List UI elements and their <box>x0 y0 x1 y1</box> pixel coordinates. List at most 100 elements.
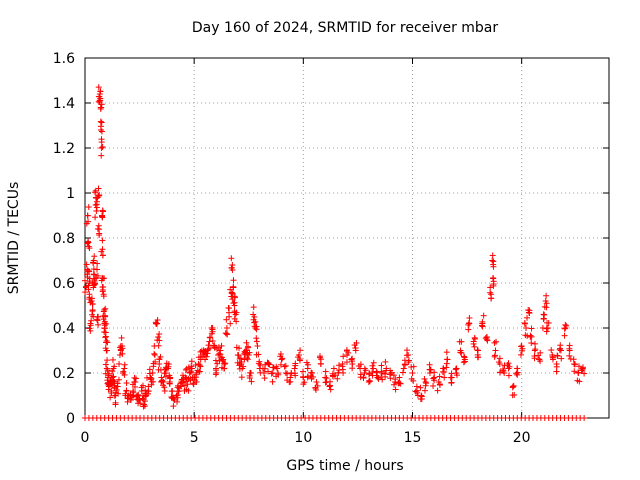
data-point <box>519 345 526 352</box>
data-point <box>188 358 195 365</box>
data-point <box>123 380 130 387</box>
y-tick-label: 1 <box>66 186 75 202</box>
data-point <box>528 340 535 347</box>
data-point <box>157 353 164 360</box>
data-point <box>456 338 463 345</box>
data-point <box>491 339 498 346</box>
data-point <box>259 365 266 372</box>
data-point <box>103 365 110 372</box>
data-point <box>81 277 88 284</box>
data-point <box>528 333 535 340</box>
data-point <box>524 314 531 321</box>
data-point <box>132 383 139 390</box>
data-point <box>399 369 406 376</box>
data-point <box>505 372 512 379</box>
data-point <box>261 370 268 376</box>
data-point <box>343 348 350 355</box>
data-point <box>543 304 550 311</box>
data-point <box>563 322 570 329</box>
data-point <box>297 347 304 354</box>
data-point <box>532 340 539 347</box>
data-point <box>165 363 172 370</box>
data-point <box>301 379 308 386</box>
data-point <box>396 374 403 381</box>
data-point <box>312 386 319 393</box>
data-point <box>89 295 96 302</box>
data-point <box>282 362 289 369</box>
data-point <box>151 352 158 358</box>
data-point <box>443 349 450 356</box>
data-point <box>268 370 275 377</box>
data-point <box>110 378 117 385</box>
data-point <box>575 363 582 370</box>
data-point <box>543 292 550 299</box>
data-point <box>88 298 95 305</box>
data-point <box>115 376 122 383</box>
data-point <box>292 360 299 367</box>
data-point <box>378 362 385 369</box>
data-point <box>521 320 528 327</box>
data-point <box>265 360 272 367</box>
data-point <box>545 320 552 327</box>
data-point <box>98 139 105 146</box>
data-point <box>576 378 583 385</box>
data-point <box>527 332 534 339</box>
data-point <box>105 370 112 377</box>
data-point <box>230 277 237 284</box>
data-point <box>403 352 410 359</box>
data-point <box>228 265 235 272</box>
data-point <box>190 380 197 387</box>
data-point <box>460 353 467 360</box>
data-point <box>122 390 129 397</box>
data-point <box>548 347 555 354</box>
y-tick-label: 0.6 <box>53 276 75 292</box>
data-point <box>506 363 513 370</box>
y-axis-label: SRMTID / TECUs <box>6 182 22 295</box>
data-point <box>466 314 473 321</box>
data-point <box>115 390 122 397</box>
data-point <box>228 255 235 262</box>
data-point <box>465 321 472 328</box>
data-point <box>292 372 299 379</box>
data-point <box>490 278 497 285</box>
data-point <box>322 379 329 386</box>
data-point <box>154 317 161 324</box>
data-point <box>95 321 102 328</box>
data-point <box>566 345 573 352</box>
data-point <box>148 375 155 382</box>
data-point <box>236 355 243 362</box>
data-point <box>131 374 138 381</box>
data-point <box>182 366 189 373</box>
data-point <box>203 353 210 360</box>
data-point <box>99 237 106 244</box>
data-point <box>227 320 234 327</box>
data-point <box>532 346 539 353</box>
data-point <box>528 325 535 332</box>
data-point <box>460 359 467 366</box>
data-point <box>382 373 389 380</box>
data-point <box>223 330 230 337</box>
data-point <box>378 368 385 375</box>
data-point <box>282 370 289 376</box>
data-point <box>98 145 105 151</box>
data-point <box>214 360 221 367</box>
data-point <box>85 238 92 245</box>
data-point <box>408 363 415 370</box>
data-point <box>100 283 107 290</box>
data-point <box>102 334 109 341</box>
data-point <box>382 358 389 365</box>
data-point <box>94 272 101 279</box>
data-point <box>471 343 478 350</box>
data-point <box>185 387 192 394</box>
data-point <box>231 294 238 301</box>
y-tick-label: 0.4 <box>53 321 75 337</box>
data-point <box>474 351 481 358</box>
data-point <box>421 387 428 394</box>
data-point <box>421 375 428 382</box>
x-tick-label: 10 <box>294 430 312 446</box>
data-point <box>434 387 441 394</box>
data-point <box>207 334 214 341</box>
data-point <box>98 152 105 159</box>
data-point <box>140 403 147 410</box>
